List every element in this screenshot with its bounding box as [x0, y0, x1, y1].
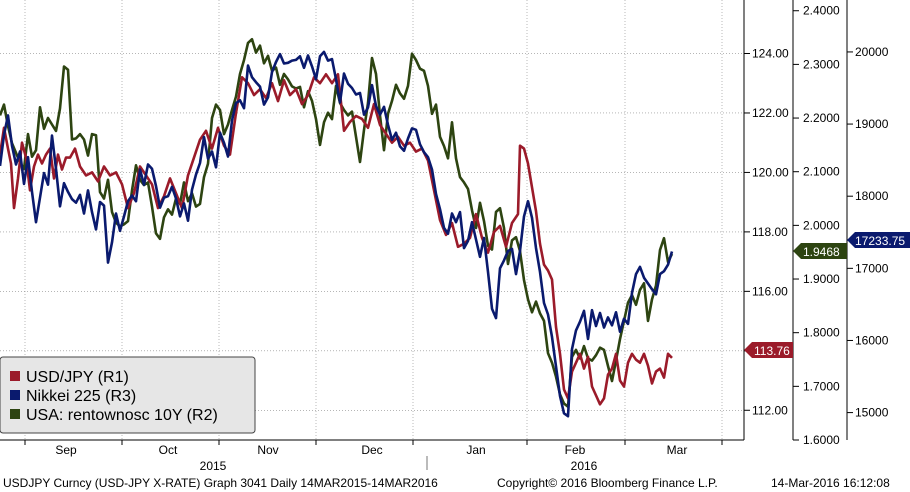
x-month-label: Dec: [361, 443, 382, 457]
r1-tick-label: 118.00: [752, 225, 788, 239]
last-value-r1: 113.76: [754, 344, 790, 358]
r2-tick-label: 2.4000: [803, 4, 840, 18]
x-year-label: 2016: [571, 459, 598, 473]
r2-tick-label: 2.0000: [803, 218, 840, 232]
last-value-badge-r2: 1.9468: [793, 243, 847, 259]
last-value-r3: 17233.75: [855, 234, 905, 248]
x-month-label: Feb: [565, 443, 586, 457]
legend-label-us10y: USA: rentownosc 10Y (R2): [26, 407, 218, 424]
x-month-label: Jan: [466, 443, 485, 457]
r3-tick-label: 20000: [855, 45, 889, 59]
legend-swatch-nikkei: [10, 390, 20, 400]
footer-copyright: Copyright© 2016 Bloomberg Finance L.P.: [497, 476, 718, 490]
legend-swatch-us10y: [10, 409, 20, 419]
legend-swatch-usdjpy: [10, 371, 20, 381]
x-year-label: 2015: [200, 459, 227, 473]
r3-tick-label: 15000: [855, 406, 889, 420]
r3-tick-label: 19000: [855, 117, 889, 131]
series-lines: [0, 37, 674, 418]
x-month-label: Sep: [55, 443, 77, 457]
r3-tick-label: 17000: [855, 261, 889, 275]
axis-r3-nikkei: 15000 16000 17000 18000 19000 20000: [847, 45, 889, 420]
r2-tick-label: 2.2000: [803, 111, 840, 125]
axis-r2-us10y: 1.6000 1.7000 1.8000 1.9000 2.0000 2.1000 2.20…: [793, 4, 840, 447]
legend-label-nikkei: Nikkei 225 (R3): [26, 388, 136, 405]
r1-tick-label: 112.00: [752, 403, 788, 417]
r2-tick-label: 1.7000: [803, 379, 840, 393]
r2-tick-label: 1.9000: [803, 272, 840, 286]
legend-label-usdjpy: USD/JPY (R1): [26, 369, 129, 386]
r2-tick-label: 1.6000: [803, 433, 840, 447]
series-line-nikkei: [0, 50, 674, 418]
series-line-usdjpy: [0, 73, 673, 406]
x-month-label: Oct: [159, 443, 178, 457]
x-month-label: Mar: [667, 443, 688, 457]
x-axis: Sep Oct Nov Dec Jan Feb Mar 2015 2016: [24, 440, 723, 473]
last-value-badge-r1: 113.76: [744, 342, 793, 358]
legend: USD/JPY (R1) Nikkei 225 (R3) USA: rentow…: [0, 356, 256, 434]
r2-tick-label: 1.8000: [803, 326, 840, 340]
footer-timestamp: 14-Mar-2016 16:12:08: [771, 476, 890, 490]
r3-tick-label: 18000: [855, 189, 889, 203]
footer-source: USDJPY Curncy (USD-JPY X-RATE) Graph 304…: [3, 476, 438, 490]
r2-tick-label: 2.3000: [803, 57, 840, 71]
r3-tick-label: 16000: [855, 333, 889, 347]
r1-tick-label: 124.00: [752, 47, 789, 61]
r1-tick-label: 116.00: [752, 284, 788, 298]
r2-tick-label: 2.1000: [803, 165, 840, 179]
last-value-badge-r3: 17233.75: [847, 232, 910, 248]
x-month-label: Nov: [257, 443, 278, 457]
last-value-r2: 1.9468: [803, 245, 840, 259]
r1-tick-label: 122.00: [752, 106, 789, 120]
r1-tick-label: 120.00: [752, 165, 789, 179]
